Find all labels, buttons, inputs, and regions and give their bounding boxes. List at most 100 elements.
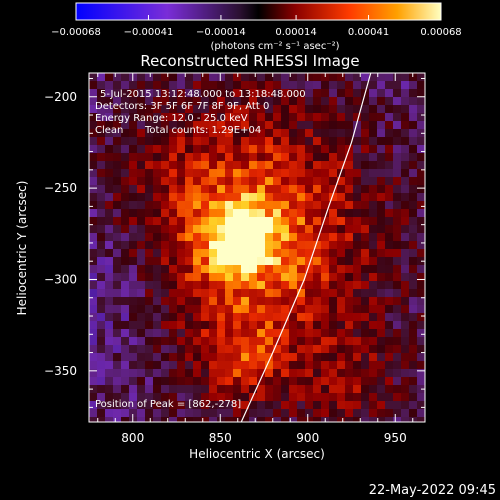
heatmap-cell [289, 329, 298, 338]
heatmap-cell [417, 377, 425, 386]
heatmap-cell [233, 369, 242, 378]
heatmap-cell [353, 369, 362, 378]
heatmap-cell [377, 113, 386, 122]
heatmap-cell [241, 169, 250, 178]
heatmap-cell [201, 81, 210, 90]
heatmap-cell [113, 105, 122, 114]
heatmap-cell [121, 345, 130, 354]
heatmap-cell [305, 377, 314, 386]
heatmap-cell [257, 289, 266, 298]
heatmap-cell [369, 361, 378, 370]
heatmap-cell [185, 217, 194, 226]
heatmap-cell [353, 329, 362, 338]
heatmap-cell [257, 385, 266, 394]
heatmap-cell [393, 369, 402, 378]
heatmap-cell [257, 273, 266, 282]
heatmap-cell [369, 305, 378, 314]
heatmap-cell [97, 321, 106, 330]
heatmap-cell [321, 265, 330, 274]
heatmap-cell [193, 161, 202, 170]
heatmap-cell [161, 265, 170, 274]
heatmap-cell [369, 393, 378, 402]
heatmap-cell [153, 401, 162, 410]
heatmap-cell [153, 393, 162, 402]
heatmap-cell [361, 345, 370, 354]
heatmap-cell [185, 329, 194, 338]
heatmap-cell [265, 257, 274, 266]
heatmap-cell [209, 89, 218, 98]
heatmap-cell [97, 113, 106, 122]
heatmap-cell [121, 305, 130, 314]
heatmap-cell [153, 225, 162, 234]
heatmap-cell [241, 153, 250, 162]
heatmap-cell [97, 161, 106, 170]
heatmap-cell [121, 209, 130, 218]
heatmap-cell [329, 153, 338, 162]
heatmap-cell [329, 233, 338, 242]
heatmap-cell [185, 121, 194, 130]
heatmap-cell [137, 297, 146, 306]
heatmap-cell [273, 169, 282, 178]
heatmap-cell [329, 177, 338, 186]
heatmap-cell [241, 369, 250, 378]
heatmap-cell [273, 313, 282, 322]
heatmap-cell [369, 177, 378, 186]
heatmap-cell [145, 81, 154, 90]
heatmap-cell [217, 217, 226, 226]
heatmap-cell [241, 265, 250, 274]
heatmap-cell [209, 329, 218, 338]
heatmap-cell [153, 153, 162, 162]
heatmap-cell [137, 321, 146, 330]
heatmap-cell [177, 369, 186, 378]
heatmap-cell [177, 113, 186, 122]
heatmap-cell [353, 401, 362, 410]
heatmap-cell [209, 361, 218, 370]
heatmap-cell [313, 193, 322, 202]
heatmap-cell [273, 321, 282, 330]
heatmap-cell [321, 185, 330, 194]
heatmap-cell [161, 73, 170, 82]
heatmap-cell [225, 249, 234, 258]
heatmap-cell [185, 281, 194, 290]
heatmap-cell [169, 233, 178, 242]
heatmap-cell [393, 201, 402, 210]
heatmap-cell [209, 241, 218, 250]
heatmap-cell [329, 281, 338, 290]
heatmap-cell [401, 289, 410, 298]
heatmap-cell [121, 145, 130, 154]
heatmap-cell [153, 73, 162, 82]
heatmap-cell [129, 185, 138, 194]
heatmap-cell [297, 329, 306, 338]
heatmap-cell [305, 209, 314, 218]
heatmap-cell [345, 249, 354, 258]
heatmap-cell [137, 177, 146, 186]
heatmap-cell [289, 369, 298, 378]
heatmap-cell [289, 289, 298, 298]
heatmap-cell [145, 225, 154, 234]
heatmap-cell [161, 97, 170, 106]
heatmap-cell [113, 393, 122, 402]
heatmap-cell [265, 89, 274, 98]
heatmap-cell [297, 385, 306, 394]
heatmap-cell [369, 73, 378, 82]
heatmap-cell [401, 233, 410, 242]
heatmap-cell [145, 257, 154, 266]
x-axis-label: Heliocentric X (arcsec) [189, 447, 325, 461]
heatmap-cell [249, 273, 258, 282]
heatmap-cell [305, 81, 314, 90]
heatmap-cell [385, 345, 394, 354]
heatmap-cell [385, 161, 394, 170]
heatmap-cell [193, 129, 202, 138]
heatmap-cell [361, 393, 370, 402]
heatmap-cell [225, 89, 234, 98]
heatmap-cell [265, 217, 274, 226]
heatmap-cell [361, 209, 370, 218]
heatmap-cell [97, 129, 106, 138]
heatmap-cell [385, 233, 394, 242]
heatmap-cell [257, 329, 266, 338]
heatmap-cell [129, 281, 138, 290]
heatmap-cell [417, 313, 425, 322]
heatmap-cell [201, 281, 210, 290]
heatmap-cell [409, 401, 418, 410]
heatmap-cell [233, 161, 242, 170]
